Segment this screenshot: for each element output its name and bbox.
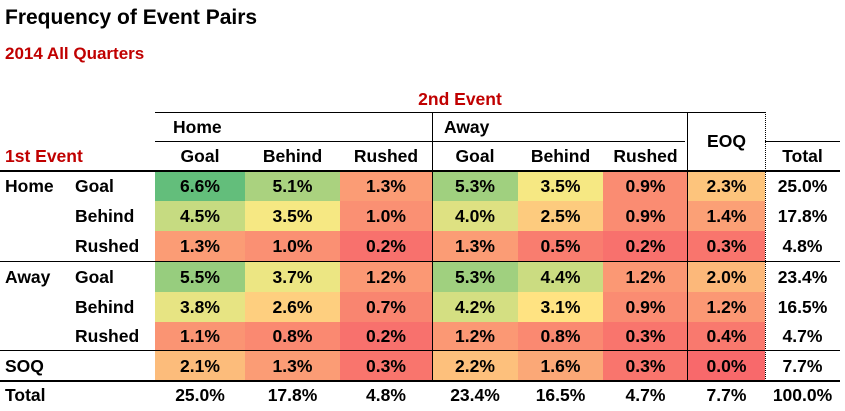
heatmap-cell: 2.0% — [688, 262, 765, 292]
divider-line — [0, 170, 840, 172]
heatmap-cell: 0.8% — [518, 322, 603, 351]
heatmap-cell: 1.6% — [518, 351, 603, 381]
heatmap-cell: 3.1% — [518, 292, 603, 322]
column-total: 7.7% — [706, 385, 747, 405]
row-total: 7.7% — [782, 355, 823, 376]
row-group-label: SOQ — [5, 355, 44, 376]
column-header: Goal — [180, 146, 220, 166]
heatmap-cell: 1.2% — [340, 262, 432, 292]
heatmap-cell: 3.7% — [245, 262, 340, 292]
heatmap-cell: 3.5% — [245, 201, 340, 231]
row-label: Goal — [75, 175, 114, 196]
heatmap-cell: 0.9% — [603, 201, 688, 231]
chart-title: Frequency of Event Pairs — [5, 6, 258, 29]
heatmap-cell: 5.5% — [155, 262, 245, 292]
heatmap-cell: 0.4% — [688, 322, 765, 351]
divider-line — [687, 112, 688, 381]
heatmap-cell: 0.3% — [603, 351, 688, 381]
total-header: Total — [782, 146, 823, 166]
column-group-away: Away — [444, 116, 490, 137]
divider-line — [0, 380, 840, 382]
heatmap-cell: 0.5% — [518, 231, 603, 262]
row-axis-label: 1st Event — [5, 146, 83, 166]
row-group-label: Away — [5, 266, 51, 287]
grand-total: 100.0% — [772, 385, 833, 405]
row-label: Goal — [75, 266, 114, 287]
heatmap-cell: 3.8% — [155, 292, 245, 322]
column-header: Goal — [455, 146, 495, 166]
column-header-eoq: EOQ — [707, 130, 746, 151]
divider-line — [765, 112, 766, 381]
heatmap-cell: 2.6% — [245, 292, 340, 322]
heatmap-cell: 4.5% — [155, 201, 245, 231]
column-group-home: Home — [173, 116, 222, 137]
heatmap-cell: 3.5% — [518, 171, 603, 201]
heatmap-cell: 1.3% — [432, 231, 518, 262]
heatmap-cell: 5.3% — [432, 171, 518, 201]
heatmap-cell: 2.3% — [688, 171, 765, 201]
heatmap-cell: 0.7% — [340, 292, 432, 322]
heatmap-cell: 1.4% — [688, 201, 765, 231]
column-header: Behind — [530, 146, 591, 166]
heatmap-cell: 0.8% — [245, 322, 340, 351]
row-total: 23.4% — [777, 266, 828, 287]
column-header: Rushed — [353, 146, 419, 166]
total-row-label: Total — [5, 385, 46, 405]
divider-line — [155, 141, 685, 142]
heatmap-cell: 1.2% — [688, 292, 765, 322]
heatmap-cell: 4.2% — [432, 292, 518, 322]
row-total: 16.5% — [777, 296, 828, 317]
heatmap-cell: 1.1% — [155, 322, 245, 351]
heatmap-cell: 0.2% — [340, 231, 432, 262]
column-total: 23.4% — [450, 385, 500, 405]
heatmap-cell: 0.9% — [603, 171, 688, 201]
heatmap-cell: 5.3% — [432, 262, 518, 292]
column-header: Behind — [262, 146, 323, 166]
heatmap-cell: 0.0% — [688, 351, 765, 381]
row-total: 17.8% — [777, 205, 828, 226]
heatmap-cell: 4.4% — [518, 262, 603, 292]
divider-line — [0, 261, 840, 262]
chart-subtitle: 2014 All Quarters — [5, 44, 145, 63]
heatmap-cell: 1.0% — [245, 231, 340, 262]
row-total: 4.7% — [782, 326, 823, 346]
heatmap-cell: 0.9% — [603, 292, 688, 322]
divider-line — [765, 141, 840, 142]
divider-line — [0, 350, 840, 351]
heatmap-cell: 0.2% — [603, 231, 688, 262]
row-total: 25.0% — [777, 175, 828, 196]
heatmap-cell: 2.1% — [155, 351, 245, 381]
heatmap-cell: 1.0% — [340, 201, 432, 231]
heatmap-cell: 1.2% — [603, 262, 688, 292]
heatmap-cell: 2.5% — [518, 201, 603, 231]
heatmap-cell: 4.0% — [432, 201, 518, 231]
column-total: 16.5% — [535, 385, 586, 405]
heatmap-cell: 6.6% — [155, 171, 245, 201]
heatmap-cell: 5.1% — [245, 171, 340, 201]
row-total: 4.8% — [782, 236, 823, 256]
column-total: 4.8% — [366, 385, 406, 405]
row-label: Rushed — [75, 326, 140, 346]
heatmap-cell: 2.2% — [432, 351, 518, 381]
column-total: 4.7% — [625, 385, 666, 405]
heatmap-cell: 1.2% — [432, 322, 518, 351]
divider-line — [155, 112, 765, 113]
column-total: 17.8% — [267, 385, 318, 405]
heatmap-cell: 0.2% — [340, 322, 432, 351]
column-total: 25.0% — [175, 385, 225, 405]
heatmap-cell: 0.3% — [340, 351, 432, 381]
divider-line — [432, 112, 433, 381]
heatmap-cell: 0.3% — [688, 231, 765, 262]
heatmap-cell: 0.3% — [603, 322, 688, 351]
row-label: Behind — [75, 296, 135, 317]
row-label: Rushed — [75, 236, 140, 256]
heatmap-cell: 1.3% — [340, 171, 432, 201]
heatmap-cell: 1.3% — [155, 231, 245, 262]
row-group-label: Home — [5, 175, 54, 196]
column-header: Rushed — [613, 146, 678, 166]
column-axis-label: 2nd Event — [418, 88, 502, 109]
row-label: Behind — [75, 205, 135, 226]
heatmap-cell: 1.3% — [245, 351, 340, 381]
